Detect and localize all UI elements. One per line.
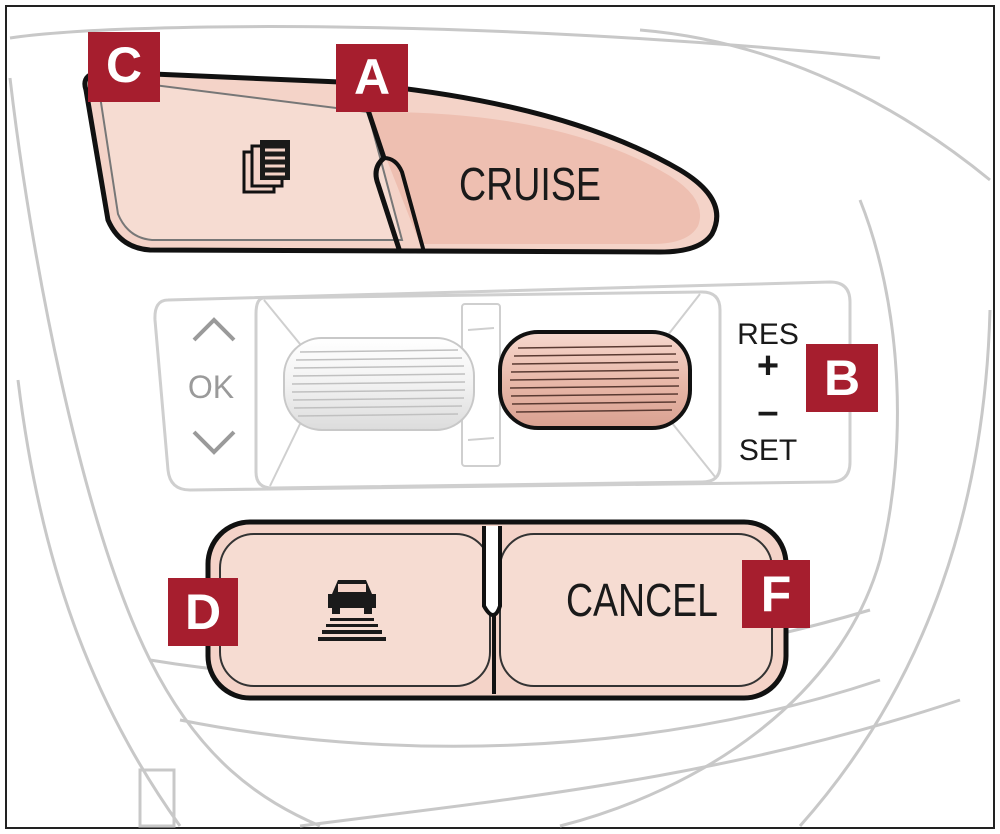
callout-c-label: C bbox=[106, 37, 142, 93]
vehicle-distance-icon[interactable] bbox=[318, 580, 386, 641]
nav-group: OK bbox=[188, 317, 236, 455]
ok-label[interactable]: OK bbox=[188, 369, 234, 405]
left-thumbwheel[interactable] bbox=[283, 337, 475, 431]
document-stack-icon[interactable] bbox=[242, 140, 290, 194]
callout-a: A bbox=[336, 44, 408, 112]
callout-f-label: F bbox=[761, 566, 792, 622]
button-divider-bottom bbox=[482, 526, 502, 617]
callout-a-label: A bbox=[354, 49, 390, 105]
chevron-up-icon[interactable] bbox=[192, 317, 236, 342]
callout-d: D bbox=[168, 578, 238, 646]
callout-b: B bbox=[806, 344, 878, 412]
button-divider bbox=[365, 109, 403, 253]
callout-c: C bbox=[88, 32, 160, 102]
callout-d-label: D bbox=[185, 584, 221, 640]
plus-label: + bbox=[757, 345, 779, 387]
res-set-labels: RES + – SET bbox=[737, 318, 799, 467]
cruise-button[interactable]: CRUISE bbox=[459, 158, 601, 210]
minus-label: – bbox=[757, 391, 778, 433]
callout-b-label: B bbox=[824, 350, 860, 406]
bottom-button-group bbox=[205, 519, 789, 701]
res-set-thumbwheel[interactable] bbox=[498, 330, 692, 430]
chevron-down-icon[interactable] bbox=[192, 430, 236, 455]
res-label: RES bbox=[737, 318, 799, 351]
callout-f: F bbox=[742, 560, 810, 628]
set-label: SET bbox=[739, 434, 797, 467]
cancel-button[interactable]: CANCEL bbox=[566, 574, 718, 626]
